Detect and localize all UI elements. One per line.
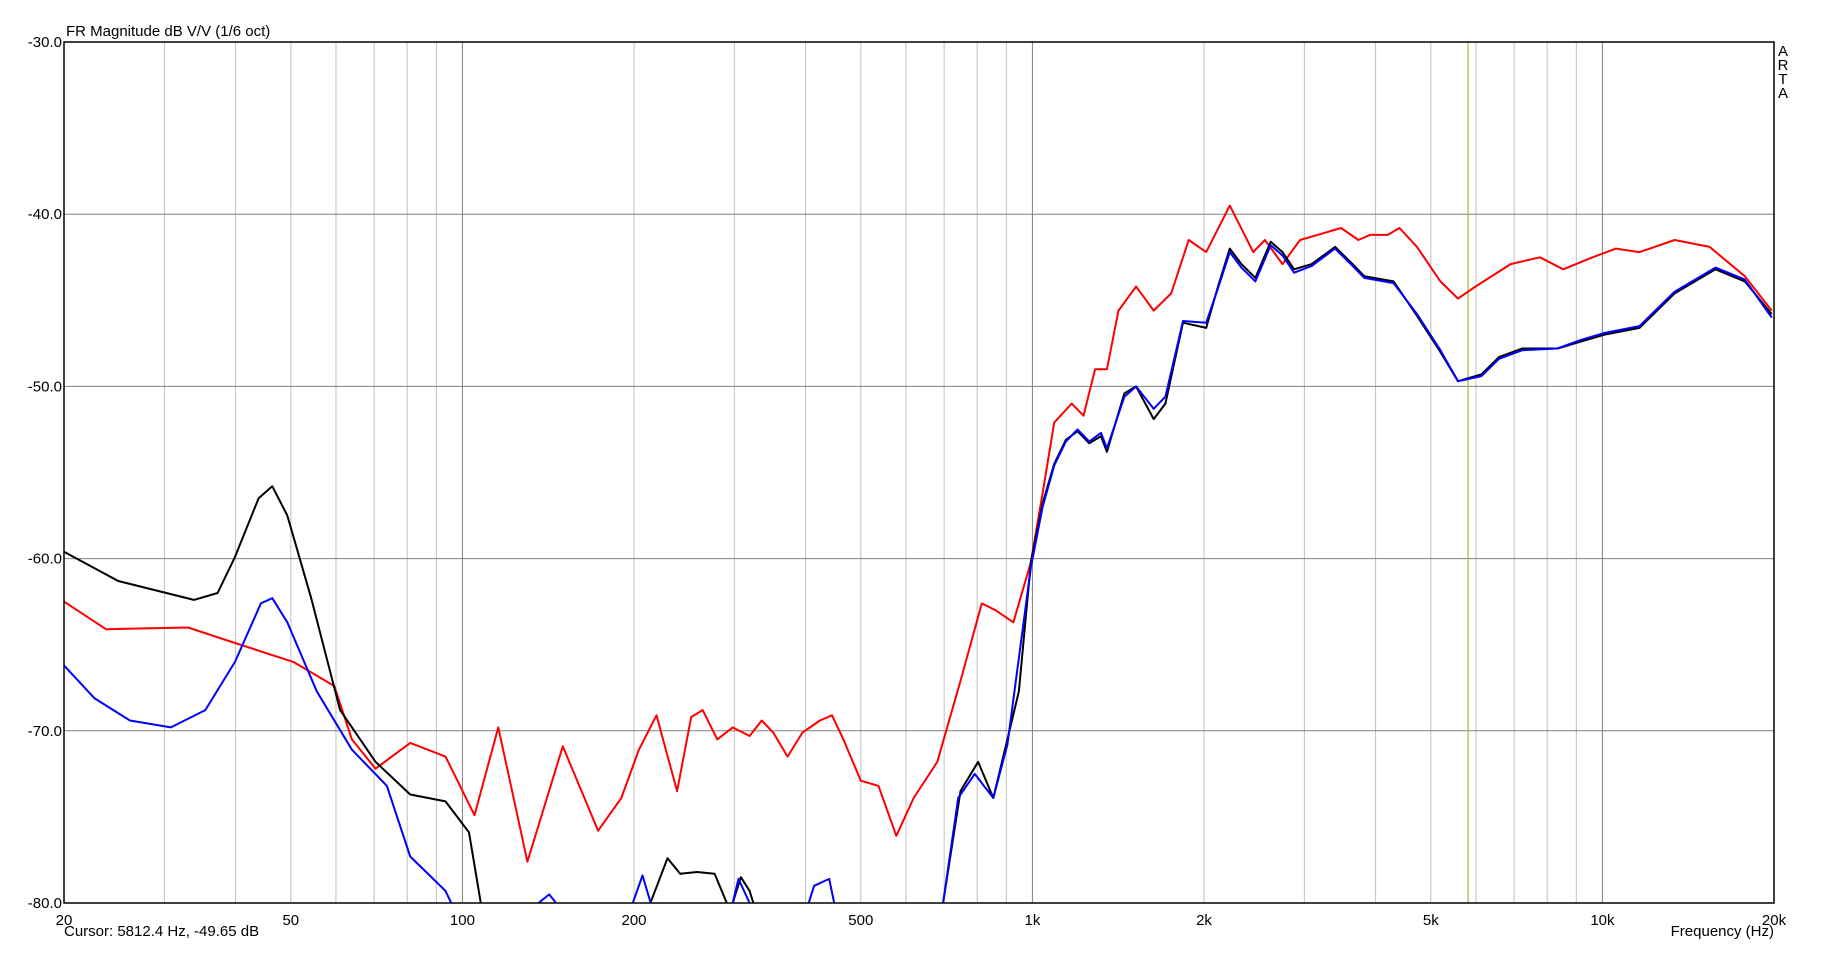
x-tick-label: 10k xyxy=(1590,912,1615,929)
x-tick-label: 50 xyxy=(282,912,299,929)
series-line-3 xyxy=(64,244,1773,903)
series-line-2 xyxy=(64,240,1773,903)
grid xyxy=(64,42,1774,903)
series-group xyxy=(64,204,1773,903)
x-tick-label: 200 xyxy=(621,912,646,929)
x-tick-label: 5k xyxy=(1423,912,1439,929)
y-tick-label: -30.0 xyxy=(28,34,62,51)
y-tick-label: -80.0 xyxy=(28,895,62,912)
chart-title: FR Magnitude dB V/V (1/6 oct) xyxy=(66,23,270,40)
y-tick-labels: -30.0 -40.0 -50.0 -60.0 -70.0 -80.0 xyxy=(28,34,62,912)
x-tick-label: 1k xyxy=(1024,912,1040,929)
y-tick-label: -60.0 xyxy=(28,551,62,568)
watermark-letter: R xyxy=(1778,57,1789,74)
x-tick-label: 20 xyxy=(56,912,73,929)
cursor-readout: Cursor: 5812.4 Hz, -49.65 dB xyxy=(64,923,259,940)
x-tick-labels: 20 50 100 200 500 1k 2k 5k 10k 20k xyxy=(56,912,1787,929)
x-tick-label: 100 xyxy=(450,912,475,929)
series-line-1 xyxy=(64,204,1773,863)
x-tick-label: 20k xyxy=(1762,912,1787,929)
x-tick-label: 500 xyxy=(848,912,873,929)
x-tick-label: 2k xyxy=(1196,912,1212,929)
y-tick-label: -40.0 xyxy=(28,206,62,223)
watermark-letter: A xyxy=(1778,43,1788,60)
watermark-letter: T xyxy=(1778,71,1787,88)
x-axis-label: Frequency (Hz) xyxy=(1671,923,1774,940)
y-tick-label: -70.0 xyxy=(28,723,62,740)
y-tick-label: -50.0 xyxy=(28,378,62,395)
plot-frame xyxy=(63,41,1775,904)
watermark-letter: A xyxy=(1778,85,1788,102)
